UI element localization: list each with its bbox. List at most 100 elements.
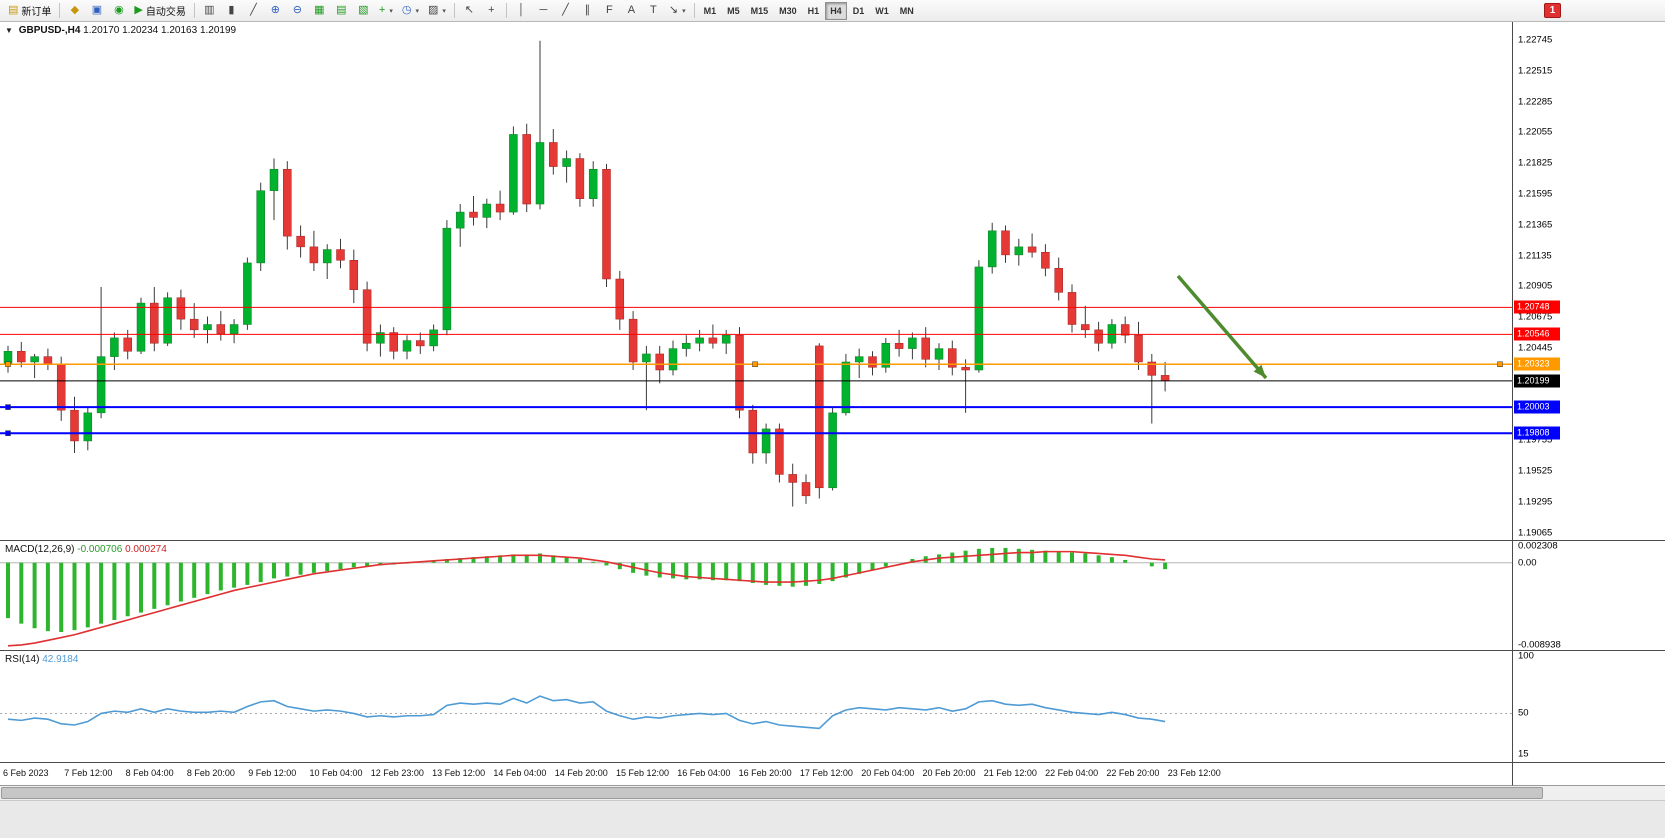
horizontal-line-icon: ─ — [539, 4, 548, 16]
time-label: 20 Feb 20:00 — [922, 768, 976, 778]
indicators-button[interactable]: + ▾ — [375, 1, 397, 20]
macd-pane: MACD(12,26,9) -0.000706 0.000274 0.00230… — [0, 541, 1665, 651]
autotrade-button[interactable]: ▶ 自动交易 — [130, 1, 189, 20]
cursor-icon: ↖ — [464, 4, 474, 16]
news-button[interactable]: ◉ — [108, 1, 129, 20]
crosshair-button[interactable]: + — [481, 1, 502, 20]
time-axis: 6 Feb 2023 7 Feb 12:00 8 Feb 04:00 8 Feb 20… — [0, 763, 1512, 786]
window-bottom — [0, 801, 1665, 838]
news-icon: ◉ — [114, 4, 124, 16]
timeframe-m30-button[interactable]: M30 — [774, 2, 802, 20]
macd-name-label: MACD(12,26,9) — [5, 544, 75, 555]
tile-windows-button[interactable]: ▦ — [309, 1, 330, 20]
timeframe-h4-button[interactable]: H4 — [825, 1, 847, 20]
time-label: 8 Feb 20:00 — [186, 768, 235, 778]
vertical-line-icon: │ — [517, 4, 525, 16]
periods-button[interactable]: ◷ ▾ — [398, 1, 423, 20]
horizontal-line-button[interactable]: ─ — [533, 1, 554, 20]
rsi-tick: 15 — [1518, 748, 1529, 760]
rsi-value: 42.9184 — [42, 654, 79, 665]
time-label: 12 Feb 23:00 — [370, 768, 424, 778]
gold-symbol-button[interactable]: ◆ — [64, 1, 85, 20]
price-tick: 1.22285 — [1518, 96, 1553, 108]
chart-symbol-label: GBPUSD-,H4 — [18, 25, 81, 36]
fibonacci-icon: F — [606, 4, 613, 16]
channel-button[interactable]: ∥ — [577, 1, 598, 20]
candlestick-icon: ▮ — [228, 4, 235, 16]
time-label: 14 Feb 20:00 — [554, 768, 608, 778]
timeframe-m1-button[interactable]: M1 — [699, 2, 722, 20]
profile-button[interactable]: ▣ — [86, 1, 107, 20]
trend-arrow[interactable] — [1176, 274, 1268, 380]
time-label: 13 Feb 12:00 — [432, 768, 486, 778]
price-axis: 1.22745 1.22515 1.22285 1.22055 1.21825 1.215… — [1512, 22, 1665, 540]
cascade-windows-button[interactable]: ▧ — [353, 1, 374, 20]
zoom-in-button[interactable]: ⊕ — [265, 1, 286, 20]
candlestick-button[interactable]: ▮ — [221, 1, 242, 20]
rsi-tick: 100 — [1518, 650, 1534, 662]
trendline-button[interactable]: ╱ — [555, 1, 576, 20]
hlines-layer — [0, 306, 1512, 436]
rsi-canvas[interactable] — [0, 651, 1512, 762]
autotrade-play-icon: ▶ — [134, 4, 143, 16]
macd-canvas[interactable] — [0, 541, 1512, 650]
timeframe-d1-button[interactable]: D1 — [848, 2, 870, 20]
horizontal-scrollbar[interactable] — [0, 786, 1665, 801]
main-toolbar: ▤ 新订单 ◆ ▣ ◉ ▶ 自动交易 ▥ ▮ ╱ ⊕ ⊖ ▦ ▤ ▧ + ▾ ◷… — [0, 0, 1665, 22]
time-label: 8 Feb 04:00 — [125, 768, 174, 778]
timeframe-h1-button[interactable]: H1 — [803, 2, 825, 20]
price-tick: 1.21595 — [1518, 188, 1553, 200]
new-order-icon: ▤ — [8, 4, 19, 16]
time-label: 21 Feb 12:00 — [983, 768, 1037, 778]
price-line-tag: 1.20199 — [1514, 374, 1560, 388]
price-line-tag: 1.19808 — [1514, 426, 1560, 440]
templates-icon: ▨ — [427, 4, 439, 16]
time-label: 14 Feb 04:00 — [493, 768, 547, 778]
text-button[interactable]: A — [621, 1, 642, 20]
price-tick: 1.20675 — [1518, 311, 1553, 323]
price-tick: 1.22515 — [1518, 65, 1553, 77]
price-chart-canvas[interactable] — [0, 22, 1512, 540]
price-tick: 1.19525 — [1518, 465, 1553, 477]
fibonacci-button[interactable]: F — [599, 1, 620, 20]
time-label: 17 Feb 12:00 — [799, 768, 853, 778]
price-tick: 1.20905 — [1518, 280, 1553, 292]
notification-badge[interactable]: 1 — [1544, 3, 1561, 18]
trendline-icon: ╱ — [562, 4, 569, 16]
price-line-tag: 1.20748 — [1514, 300, 1560, 314]
time-label: 9 Feb 12:00 — [248, 768, 297, 778]
symbol-caret-icon[interactable]: ▼ — [5, 26, 13, 35]
profile-icon: ▣ — [91, 4, 103, 16]
toolbar-separator — [505, 3, 507, 18]
line-chart-button[interactable]: ╱ — [243, 1, 264, 20]
scrollbar-thumb[interactable] — [1, 787, 1543, 799]
arrows-button[interactable]: ↘ ▾ — [665, 1, 690, 20]
macd-tick: -0.008938 — [1518, 639, 1561, 651]
timeframe-mn-button[interactable]: MN — [895, 2, 919, 20]
templates-button[interactable]: ▨ ▾ — [424, 1, 450, 20]
arrange-windows-button[interactable]: ▤ — [331, 1, 352, 20]
rsi-header: RSI(14) 42.9184 — [5, 654, 78, 665]
rsi-line — [7, 695, 1166, 730]
price-chart-pane: ▼ GBPUSD-,H4 1.20170 1.20234 1.20163 1.2… — [0, 22, 1665, 541]
chevron-down-icon: ▾ — [682, 7, 686, 15]
timeframe-w1-button[interactable]: W1 — [870, 2, 894, 20]
macd-header: MACD(12,26,9) -0.000706 0.000274 — [5, 544, 167, 555]
arrange-windows-icon: ▤ — [336, 4, 347, 16]
gold-bars-icon: ◆ — [70, 4, 80, 16]
time-label: 20 Feb 04:00 — [861, 768, 915, 778]
time-label: 22 Feb 20:00 — [1106, 768, 1160, 778]
bar-chart-icon: ▥ — [204, 4, 215, 16]
timeframe-m15-button[interactable]: M15 — [746, 2, 774, 20]
toolbar-separator — [193, 3, 195, 18]
text-label-button[interactable]: T — [643, 1, 664, 20]
zoom-out-button[interactable]: ⊖ — [287, 1, 308, 20]
new-order-button[interactable]: ▤ 新订单 — [4, 1, 55, 20]
vertical-line-button[interactable]: │ — [511, 1, 532, 20]
cursor-button[interactable]: ↖ — [459, 1, 480, 20]
zoom-in-icon: ⊕ — [270, 4, 280, 16]
bar-chart-button[interactable]: ▥ — [199, 1, 220, 20]
timeframe-m5-button[interactable]: M5 — [722, 2, 745, 20]
chevron-down-icon: ▾ — [389, 7, 393, 15]
